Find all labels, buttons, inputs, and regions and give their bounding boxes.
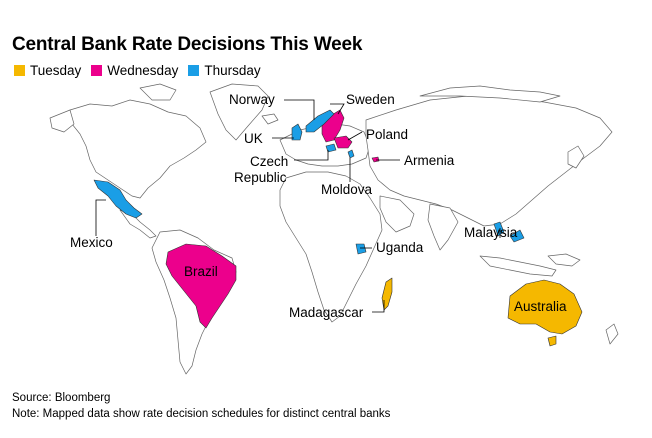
label-sweden: Sweden <box>346 92 395 107</box>
legend-label-wednesday: Wednesday <box>107 63 179 78</box>
legend-swatch-wednesday <box>91 65 103 76</box>
land-greenland <box>209 83 269 141</box>
country-mexico <box>93 179 143 219</box>
land-canada-islands <box>139 83 177 101</box>
land-indonesia <box>479 255 557 277</box>
label-australia: Australia <box>514 299 567 314</box>
country-poland <box>333 135 353 149</box>
leader-lines <box>95 99 501 313</box>
legend-swatch-thursday <box>188 65 200 76</box>
source-note: Source: Bloomberg <box>12 392 111 404</box>
land-india <box>427 203 459 251</box>
label-brazil: Brazil <box>184 264 218 279</box>
label-armenia: Armenia <box>404 153 455 168</box>
label-czech-line2: Republic <box>234 170 287 185</box>
land-new-zealand <box>605 323 619 345</box>
land-new-guinea <box>547 253 581 267</box>
footnote: Note: Mapped data show rate decision sch… <box>12 408 391 420</box>
leader-czech <box>294 150 329 161</box>
chart-title: Central Bank Rate Decisions This Week <box>12 34 363 55</box>
land-alaska <box>49 109 75 133</box>
country-australia <box>507 279 583 335</box>
legend-item-tuesday: Tuesday <box>14 63 81 78</box>
label-czech-line1: Czech <box>250 154 288 169</box>
leader-norway <box>284 99 315 120</box>
label-mexico: Mexico <box>70 235 113 250</box>
leader-poland <box>347 131 363 141</box>
label-moldova: Moldova <box>321 182 373 197</box>
land-russia-north <box>419 85 561 103</box>
highlighted-countries <box>93 109 583 347</box>
label-uk: UK <box>244 131 263 146</box>
legend-label-thursday: Thursday <box>204 63 261 78</box>
label-uganda: Uganda <box>376 240 424 255</box>
country-czech <box>325 143 337 153</box>
country-uganda <box>355 243 367 255</box>
country-tasmania <box>547 335 557 347</box>
land-japan <box>567 145 585 169</box>
label-malaysia: Malaysia <box>464 225 518 240</box>
legend-item-thursday: Thursday <box>188 63 261 78</box>
land-arabia <box>379 195 415 233</box>
country-norway <box>305 109 335 133</box>
leader-sweden <box>330 103 345 115</box>
legend-item-wednesday: Wednesday <box>91 63 178 78</box>
label-madagascar: Madagascar <box>289 305 364 320</box>
country-brazil <box>165 243 237 329</box>
country-malaysia-east <box>509 229 525 243</box>
label-norway: Norway <box>229 92 275 107</box>
leader-mexico <box>95 199 106 236</box>
land-iceland <box>261 113 279 125</box>
country-madagascar <box>381 277 393 311</box>
country-malaysia <box>493 221 505 237</box>
country-moldova <box>347 149 355 159</box>
leader-madagascar <box>372 300 385 313</box>
legend-label-tuesday: Tuesday <box>30 63 82 78</box>
country-armenia <box>371 156 380 163</box>
land-north-america <box>69 99 207 199</box>
legend: Tuesday Wednesday Thursday <box>14 63 261 78</box>
legend-swatch-tuesday <box>14 65 25 76</box>
land-africa <box>279 171 383 323</box>
label-poland: Poland <box>366 127 408 142</box>
